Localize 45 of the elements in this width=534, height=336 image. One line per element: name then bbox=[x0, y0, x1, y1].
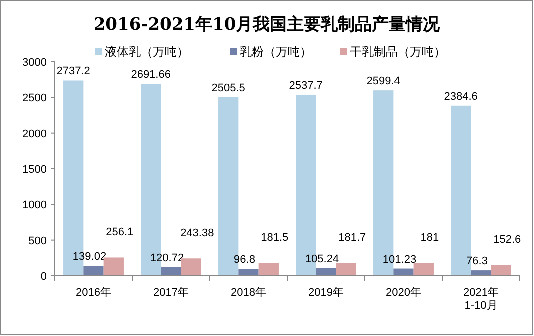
bar bbox=[414, 263, 434, 276]
chart-title: 2016-2021年10月我国主要乳制品产量情况 bbox=[94, 15, 442, 35]
y-tick-label: 3000 bbox=[22, 57, 47, 69]
bar bbox=[161, 267, 182, 276]
y-tick-label: 500 bbox=[28, 235, 47, 248]
data-label: 2691.66 bbox=[131, 68, 171, 81]
data-label: 101.23 bbox=[382, 254, 417, 266]
x-tick-label: 2018年 bbox=[231, 287, 266, 299]
y-tick-label: 2000 bbox=[22, 128, 47, 140]
data-label: 181.7 bbox=[338, 232, 366, 244]
y-tick-label: 1000 bbox=[22, 200, 47, 212]
legend-label: 干乳制品（万吨） bbox=[350, 45, 446, 59]
x-tick-label: 2016年 bbox=[76, 287, 112, 299]
bar bbox=[471, 270, 492, 276]
data-label: 181 bbox=[420, 232, 440, 244]
data-label: 2599.4 bbox=[366, 76, 400, 88]
x-tick-label: 2021年 1-10月 bbox=[464, 287, 499, 312]
bar bbox=[316, 268, 336, 276]
data-label: 2384.6 bbox=[444, 90, 478, 103]
y-tick-label: 1500 bbox=[22, 164, 47, 176]
x-tick-label: 2020年 bbox=[386, 287, 422, 299]
data-label: 2505.5 bbox=[212, 82, 246, 94]
legend-label: 液体乳（万吨） bbox=[105, 45, 189, 59]
legend-label: 乳粉（万吨） bbox=[240, 45, 312, 59]
bar bbox=[258, 263, 279, 276]
data-label: 120.72 bbox=[150, 252, 184, 264]
data-label: 2537.7 bbox=[289, 80, 323, 92]
data-label: 243.38 bbox=[180, 228, 214, 240]
data-label: 256.1 bbox=[106, 226, 134, 239]
x-tick-label: 2017年 bbox=[154, 287, 189, 299]
bar bbox=[238, 269, 259, 276]
data-label: 76.3 bbox=[466, 256, 488, 268]
y-tick-label: 2500 bbox=[22, 92, 47, 105]
data-label: 105.24 bbox=[305, 253, 340, 266]
bar bbox=[84, 266, 104, 276]
bar bbox=[491, 265, 512, 276]
y-tick-label: 0 bbox=[40, 271, 47, 283]
data-label: 181.5 bbox=[261, 232, 289, 244]
data-label: 152.6 bbox=[494, 234, 522, 246]
data-label: 2737.2 bbox=[56, 66, 90, 78]
data-label: 96.8 bbox=[234, 254, 256, 266]
x-tick-label: 2019年 bbox=[308, 287, 344, 299]
bar bbox=[394, 268, 414, 276]
bar bbox=[336, 263, 356, 276]
data-label: 139.02 bbox=[72, 251, 107, 264]
